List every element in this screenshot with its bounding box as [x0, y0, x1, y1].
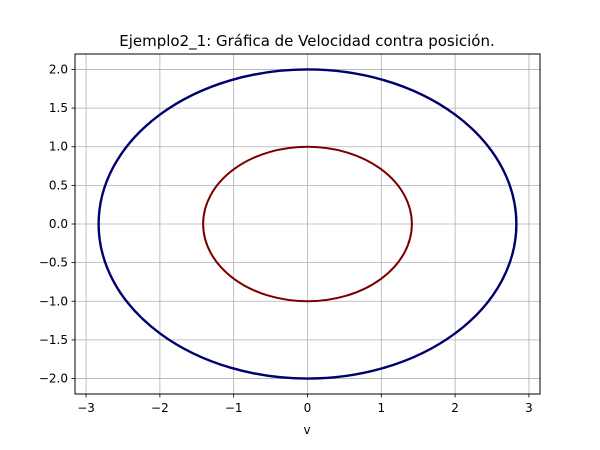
x-tick-label: −3 [77, 401, 95, 415]
x-axis-ticks: −3 −2 −1 0 1 2 3 [77, 394, 533, 415]
y-tick-label: −1.0 [39, 294, 68, 308]
x-axis-label: v [303, 423, 310, 437]
y-tick-label: 2.0 [49, 62, 68, 76]
x-tick-label: −2 [151, 401, 169, 415]
y-tick-label: 1.5 [49, 101, 68, 115]
chart-title: Ejemplo2_1: Gráfica de Velocidad contra … [119, 32, 495, 51]
x-tick-label: −1 [225, 401, 243, 415]
series-group [97, 68, 518, 380]
y-tick-label: 0.5 [49, 178, 68, 192]
y-tick-label: −0.5 [39, 256, 68, 270]
y-axis-ticks: −2.0 −1.5 −1.0 −0.5 0.0 0.5 1.0 1.5 2.0 [39, 62, 75, 386]
y-tick-label: −2.0 [39, 372, 68, 386]
series-curve-1 [202, 145, 413, 303]
y-tick-label: 0.0 [49, 217, 68, 231]
x-tick-label: 3 [525, 401, 533, 415]
grid [75, 54, 540, 394]
x-tick-label: 0 [304, 401, 312, 415]
y-tick-label: −1.5 [39, 333, 68, 347]
series-curve-0 [97, 68, 518, 380]
x-tick-label: 2 [451, 401, 459, 415]
y-tick-label: 1.0 [49, 140, 68, 154]
x-tick-label: 1 [377, 401, 385, 415]
